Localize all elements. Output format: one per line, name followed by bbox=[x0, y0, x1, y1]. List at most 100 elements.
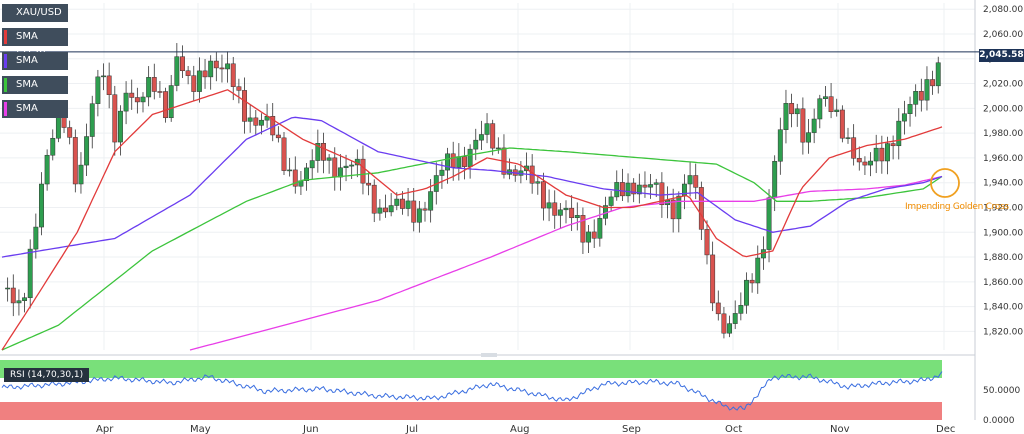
candle-body bbox=[642, 184, 648, 188]
candle-body bbox=[309, 160, 315, 169]
candle-body bbox=[732, 313, 738, 324]
candle-body bbox=[157, 91, 163, 93]
y-tick-label: 2,080.00 bbox=[983, 5, 1023, 15]
candle-body bbox=[253, 117, 259, 126]
y-tick-label: 1,820.00 bbox=[983, 327, 1023, 337]
candle-body bbox=[868, 160, 874, 166]
candle-body bbox=[174, 56, 180, 86]
candle-body bbox=[766, 197, 772, 250]
y-tick-label: 1,900.00 bbox=[983, 228, 1023, 238]
candle-body bbox=[337, 167, 343, 178]
candle-body bbox=[16, 300, 22, 304]
candle-body bbox=[180, 56, 185, 72]
candle-body bbox=[123, 92, 129, 112]
candle-body bbox=[930, 79, 936, 87]
candle-body bbox=[625, 182, 631, 197]
candle-body bbox=[332, 157, 338, 178]
candle-body bbox=[366, 182, 372, 186]
grid-lines bbox=[0, 3, 975, 350]
candle-body bbox=[540, 181, 546, 209]
candle-body bbox=[913, 91, 919, 105]
candle-body bbox=[473, 139, 479, 150]
swatch-sma50 bbox=[4, 54, 7, 68]
candle-body bbox=[315, 143, 321, 161]
x-tick-label: Aug bbox=[510, 424, 530, 434]
candle-body bbox=[631, 182, 637, 195]
candle-body bbox=[10, 287, 16, 304]
candle-body bbox=[196, 70, 202, 92]
candle-body bbox=[163, 91, 169, 119]
pane-resize-handle bbox=[481, 353, 497, 357]
candle-body bbox=[95, 76, 101, 104]
candle-body bbox=[456, 156, 462, 168]
label-sma21[interactable]: SMA (21,0) bbox=[2, 28, 68, 60]
candle-body bbox=[619, 182, 625, 197]
candle-body bbox=[281, 137, 287, 171]
candle-body bbox=[885, 143, 890, 162]
candle-body bbox=[563, 207, 569, 211]
candle-body bbox=[839, 109, 845, 139]
candle-body bbox=[856, 158, 862, 163]
x-tick-label: Oct bbox=[725, 424, 742, 434]
candle-body bbox=[236, 86, 242, 91]
y-tick-label: 1,860.00 bbox=[983, 278, 1023, 288]
candle-body bbox=[140, 96, 146, 103]
candle-body bbox=[800, 108, 806, 143]
candle-body bbox=[777, 129, 783, 162]
candle-body bbox=[462, 156, 467, 167]
candle-body bbox=[219, 67, 225, 70]
candle-body bbox=[591, 231, 597, 239]
rsi-bands bbox=[0, 360, 943, 420]
candle-body bbox=[806, 132, 811, 143]
sma-lines bbox=[1, 89, 943, 351]
candle-body bbox=[112, 94, 118, 143]
swatch-sma100 bbox=[4, 78, 7, 92]
candle-body bbox=[546, 202, 552, 209]
sma21-line bbox=[1, 89, 943, 351]
candle-body bbox=[383, 207, 388, 213]
candle-body bbox=[134, 97, 140, 103]
candle-body bbox=[27, 248, 33, 298]
candle-body bbox=[597, 218, 603, 239]
candle-body bbox=[67, 127, 73, 138]
candle-body bbox=[693, 175, 699, 188]
candle-body bbox=[636, 184, 642, 195]
label-xauusd[interactable]: XAU/USD bbox=[2, 4, 68, 22]
candle-body bbox=[321, 143, 326, 161]
candle-body bbox=[851, 137, 857, 159]
candle-body bbox=[44, 154, 50, 185]
candle-body bbox=[569, 207, 575, 219]
label-sma200-text: SMA (200,0) bbox=[16, 103, 53, 132]
sma200-line bbox=[189, 175, 943, 351]
y-tick-label: 1,920.00 bbox=[983, 203, 1023, 213]
label-sma100[interactable]: SMA (100,0) bbox=[2, 76, 68, 108]
swatch-xauusd bbox=[4, 6, 7, 20]
candle-body bbox=[879, 147, 885, 162]
candle-body bbox=[55, 116, 61, 139]
candle-body bbox=[890, 143, 896, 147]
x-tick-label: Nov bbox=[830, 424, 850, 434]
candle-body bbox=[78, 164, 84, 185]
candle-body bbox=[935, 62, 941, 87]
rsi-label[interactable]: RSI (14,70,30,1) bbox=[4, 368, 90, 382]
candle-body bbox=[918, 91, 924, 101]
candle-body bbox=[873, 147, 879, 162]
candle-body bbox=[422, 208, 428, 211]
y-tick-label: 2,000.00 bbox=[983, 104, 1023, 114]
candle-body bbox=[580, 215, 586, 243]
label-sma200[interactable]: SMA (200,0) bbox=[2, 100, 68, 132]
candle-body bbox=[428, 191, 434, 211]
golden-cross-circle bbox=[930, 168, 960, 198]
candle-body bbox=[292, 169, 298, 187]
candle-body bbox=[326, 157, 332, 161]
label-sma50[interactable]: SMA (50,0) bbox=[2, 52, 68, 84]
candle-body bbox=[704, 229, 710, 256]
candle-body bbox=[399, 198, 405, 209]
candle-body bbox=[817, 98, 823, 120]
rsi-line bbox=[1, 371, 943, 411]
candle-body bbox=[101, 75, 106, 78]
rsi-tick-label: 50.0000 bbox=[983, 386, 1020, 396]
candle-body bbox=[343, 165, 349, 169]
candle-body bbox=[552, 202, 558, 216]
candle-body bbox=[495, 147, 501, 150]
